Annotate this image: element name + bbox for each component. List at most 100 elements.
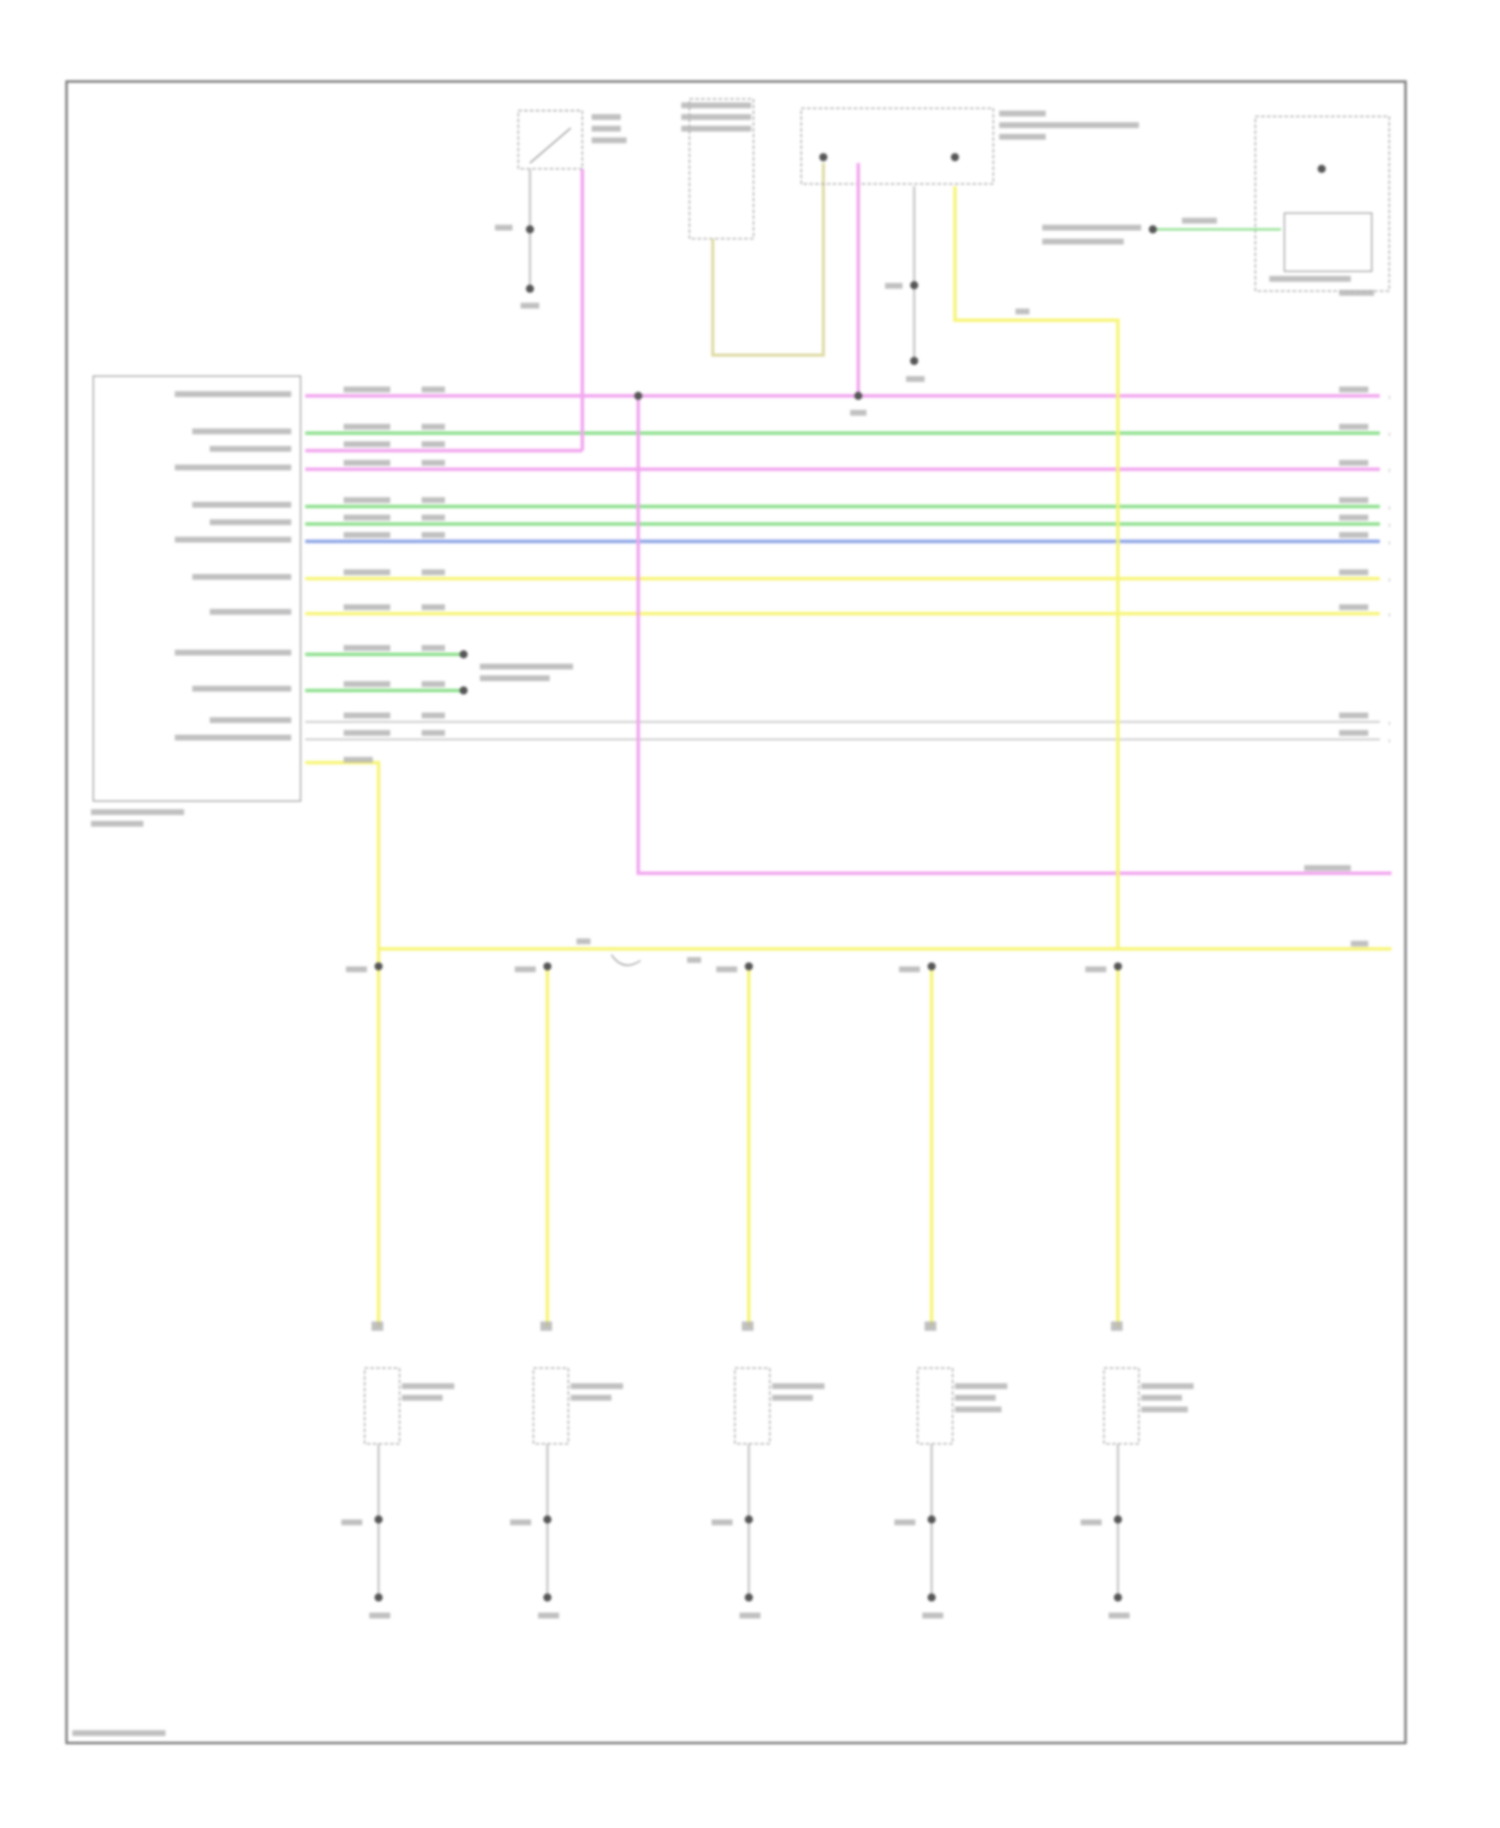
splice-dot bbox=[744, 962, 753, 971]
connector-label bbox=[741, 1321, 754, 1331]
connector-label bbox=[540, 1321, 553, 1331]
splice-dot bbox=[927, 962, 936, 971]
circuit-number-label bbox=[421, 423, 445, 430]
illegible-label bbox=[570, 1394, 612, 1401]
wire-pink-branch bbox=[636, 395, 1392, 875]
connector-arrow: › bbox=[1388, 538, 1391, 547]
circuit-number-label bbox=[421, 569, 445, 576]
body-control-module bbox=[92, 375, 302, 802]
bcm-pin-label bbox=[209, 717, 292, 724]
splice-label bbox=[711, 1519, 733, 1526]
connector-label bbox=[924, 1321, 937, 1331]
bcm-pin-label bbox=[192, 685, 292, 692]
illegible-label bbox=[954, 1406, 1002, 1413]
circuit-number-label bbox=[421, 386, 445, 393]
wire-color-label bbox=[343, 532, 391, 538]
bcm-pin-label bbox=[174, 649, 292, 656]
sensor-name-label bbox=[570, 1383, 624, 1390]
connector-arrow: › bbox=[1388, 610, 1391, 619]
sensor-name-label bbox=[401, 1383, 455, 1390]
splice-dot bbox=[634, 391, 643, 400]
bcm-pin-label bbox=[209, 519, 292, 526]
splice-dot bbox=[1113, 1515, 1123, 1524]
switch-icon bbox=[529, 127, 572, 164]
circuit-number-label bbox=[421, 459, 445, 466]
illegible-label bbox=[999, 122, 1139, 129]
illegible-label bbox=[479, 675, 550, 682]
circuit-number-label bbox=[421, 441, 445, 448]
splice-label bbox=[899, 966, 920, 973]
right-module-inner bbox=[1283, 212, 1373, 272]
splice-label bbox=[479, 663, 574, 670]
right-module bbox=[1254, 115, 1390, 292]
splice-dot bbox=[459, 650, 468, 659]
circuit-number-label bbox=[421, 532, 445, 538]
sensor-4 bbox=[917, 1367, 954, 1445]
bcm-pin-label bbox=[192, 501, 292, 508]
splice-label bbox=[341, 1519, 363, 1526]
bcm-pin-label bbox=[209, 445, 292, 452]
dual-switch bbox=[800, 107, 994, 185]
splice-dot bbox=[910, 356, 919, 366]
wire-color-label bbox=[1339, 730, 1369, 736]
ground-icon bbox=[1113, 1593, 1123, 1602]
wire-sensor-feed bbox=[305, 760, 381, 1328]
sensor-1 bbox=[364, 1367, 401, 1445]
connector-arrow: › bbox=[1388, 718, 1391, 727]
page-frame bbox=[65, 80, 1407, 1745]
wire-top-sensor bbox=[711, 163, 825, 357]
circuit-number-label bbox=[421, 712, 445, 719]
wire-color-label bbox=[343, 645, 391, 651]
illegible-label bbox=[772, 1394, 813, 1401]
circuit-number-label bbox=[421, 681, 445, 687]
illegible-label bbox=[999, 133, 1046, 140]
illegible-label bbox=[1141, 1406, 1188, 1413]
wire-color-label bbox=[343, 730, 391, 736]
illegible-label bbox=[401, 1394, 443, 1401]
connector-arrow: › bbox=[1388, 430, 1391, 439]
splice-dot bbox=[1148, 225, 1157, 234]
splice-dot bbox=[543, 1515, 552, 1524]
wire-color-label bbox=[343, 712, 391, 719]
illegible-label bbox=[1042, 224, 1142, 231]
top-switch bbox=[517, 110, 583, 170]
splice-label bbox=[345, 966, 367, 973]
ground-icon bbox=[543, 1593, 552, 1602]
bcm-pin-label bbox=[209, 608, 292, 615]
connector-arrow: › bbox=[1388, 503, 1391, 512]
ground-icon bbox=[374, 1593, 383, 1602]
splice-dot bbox=[525, 284, 535, 293]
bcm-pin-label bbox=[174, 536, 292, 543]
ground-icon bbox=[927, 1593, 936, 1602]
wire-color-label bbox=[343, 604, 391, 611]
splice-dot bbox=[525, 225, 535, 234]
wire-color-label bbox=[1339, 569, 1369, 576]
illegible-label bbox=[681, 114, 752, 120]
illegible-label bbox=[681, 102, 752, 109]
illegible-label bbox=[591, 125, 621, 132]
illegible-label bbox=[90, 820, 144, 827]
ground-label bbox=[739, 1612, 761, 1619]
connector-arrow: › bbox=[1388, 736, 1391, 745]
wire-color-label bbox=[1339, 604, 1369, 611]
splice-dot bbox=[854, 391, 863, 400]
illegible-label bbox=[681, 125, 752, 132]
sensor-5 bbox=[1103, 1367, 1140, 1445]
wire-color-label bbox=[1339, 459, 1369, 466]
circuit-number-label bbox=[421, 604, 445, 611]
connector-arrow: › bbox=[1388, 466, 1391, 475]
ground-label bbox=[369, 1612, 391, 1619]
wire-color-label bbox=[343, 514, 391, 521]
connector-label bbox=[371, 1321, 384, 1331]
illegible-label bbox=[906, 376, 925, 382]
wire-color-label bbox=[1339, 386, 1369, 393]
bcm-pin-label bbox=[174, 464, 292, 471]
splice-dot bbox=[543, 962, 552, 971]
splice-label bbox=[894, 1519, 916, 1526]
wire-color-label bbox=[1339, 514, 1369, 521]
illegible-label bbox=[954, 1394, 996, 1401]
bcm-pin-label bbox=[192, 428, 292, 435]
wire-color-label bbox=[343, 459, 391, 466]
illegible-label bbox=[591, 114, 621, 120]
